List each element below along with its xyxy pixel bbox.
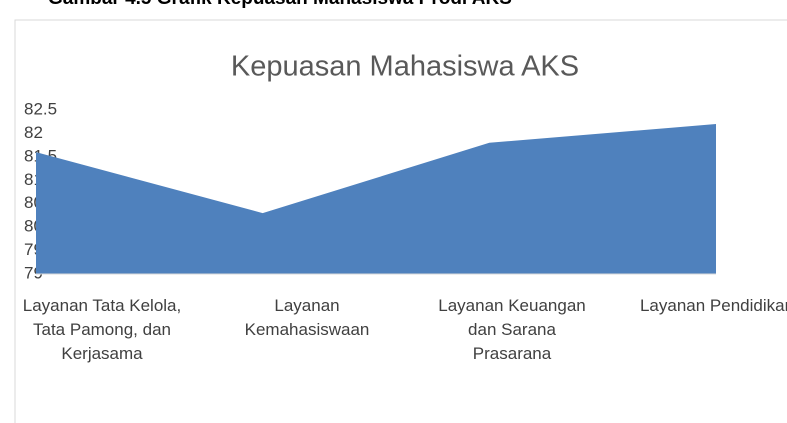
y-tick-label: 82.5 — [24, 99, 57, 118]
x-tick-label: Layanan Keuangan dan Sarana Prasarana — [438, 296, 586, 363]
x-tick-label: Layanan Tata Kelola, Tata Pamong, dan Ke… — [22, 296, 182, 363]
y-tick-label: 82 — [24, 123, 43, 142]
x-tick-label: Layanan Kemahasiswaan — [244, 296, 370, 339]
x-tick-label: Layanan Pendidikan — [639, 296, 787, 315]
area — [36, 124, 716, 274]
caption: Gambar 4.5 Grafik Kepuasan Mahasiswa Pro… — [48, 0, 512, 10]
chart-title: Kepuasan Mahasiswa AKS — [231, 51, 579, 83]
